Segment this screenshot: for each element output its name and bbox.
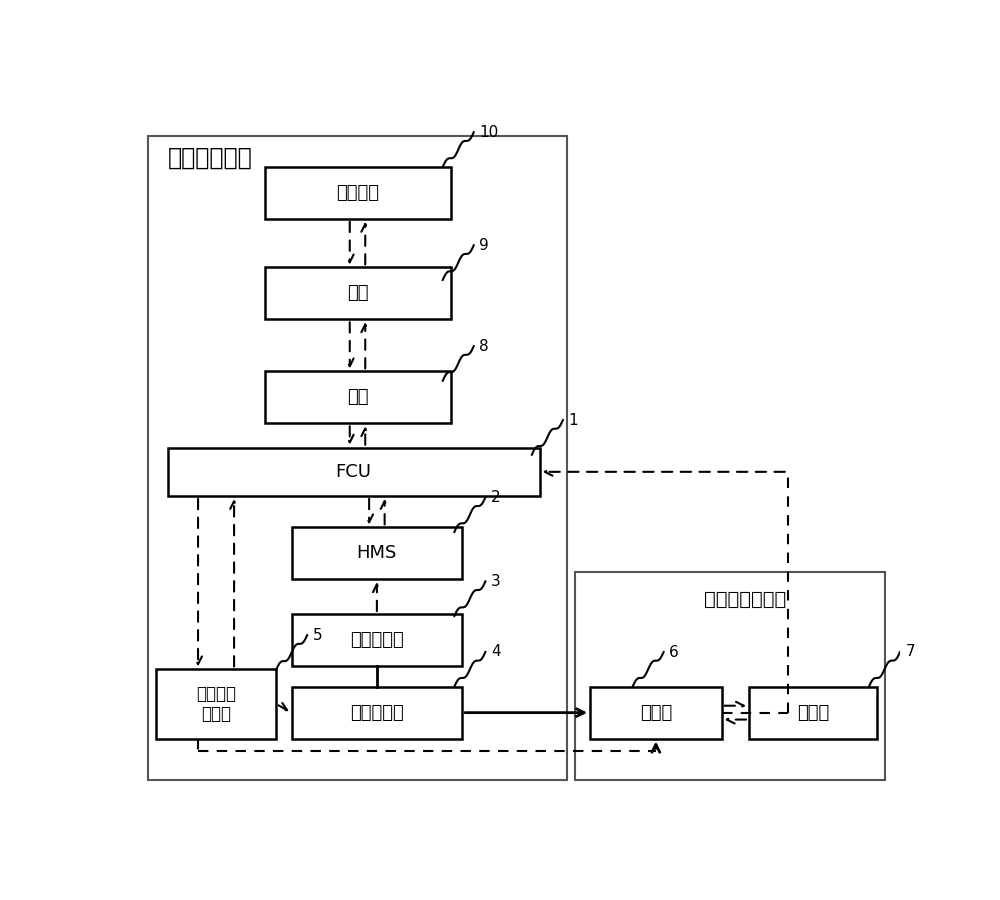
Bar [292, 687, 462, 739]
Bar [574, 572, 885, 780]
Text: 10: 10 [479, 125, 498, 140]
Text: 3: 3 [491, 574, 501, 589]
Text: 6: 6 [669, 644, 679, 660]
Text: 移动终端: 移动终端 [336, 184, 379, 202]
Text: 红外模块
控制器: 红外模块 控制器 [196, 685, 236, 724]
Text: 车辆端子系统: 车辆端子系统 [168, 146, 252, 170]
Bar [264, 372, 450, 423]
Text: 1: 1 [568, 412, 578, 427]
Text: 9: 9 [479, 238, 489, 253]
Text: 网关: 网关 [347, 388, 368, 406]
Bar [156, 670, 276, 739]
Bar [749, 687, 877, 739]
Bar [264, 166, 450, 219]
Text: 加氢机: 加氢机 [797, 704, 829, 722]
Text: 2: 2 [491, 490, 500, 505]
Text: HMS: HMS [357, 544, 397, 562]
Text: 7: 7 [905, 644, 915, 660]
Text: 加氢口总成: 加氢口总成 [350, 704, 404, 722]
Bar [168, 447, 540, 496]
Bar [292, 614, 462, 666]
Bar [148, 136, 567, 780]
Text: 4: 4 [491, 644, 500, 660]
Text: 8: 8 [479, 338, 489, 354]
Text: 加氢枪: 加氢枪 [640, 704, 672, 722]
Text: FCU: FCU [336, 463, 372, 481]
Text: 加氢机端子系统: 加氢机端子系统 [704, 590, 786, 608]
Bar [264, 267, 450, 320]
Text: 车载储氢瓶: 车载储氢瓶 [350, 631, 404, 649]
Bar [292, 527, 462, 580]
Text: 5: 5 [313, 627, 322, 643]
Bar [590, 687, 722, 739]
Text: 仪表: 仪表 [347, 284, 368, 302]
